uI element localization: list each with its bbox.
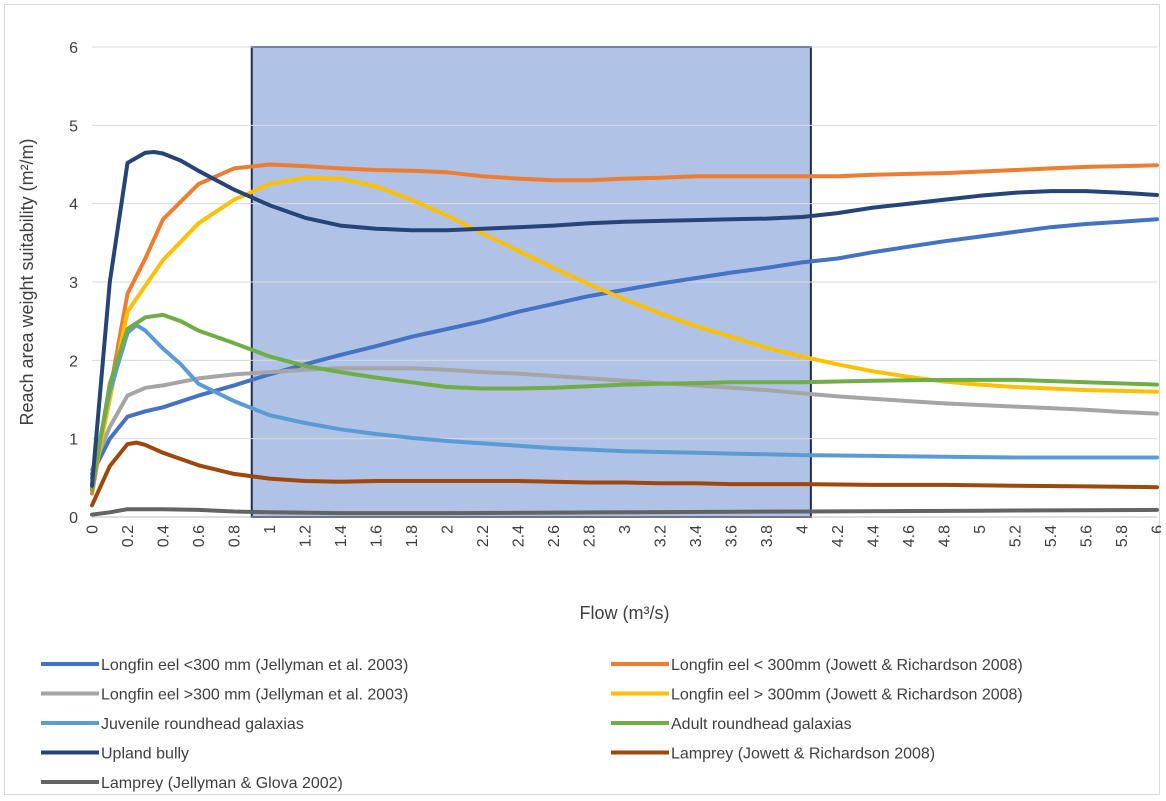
x-tick-label: 4 <box>795 525 812 534</box>
x-tick-label: 0.6 <box>191 525 208 547</box>
y-tick-label: 6 <box>69 40 78 57</box>
legend-label: Longfin eel > 300mm (Jowett & Richardson… <box>671 687 1023 704</box>
y-tick-label: 5 <box>69 118 78 135</box>
x-tick-label: 6 <box>1150 525 1161 534</box>
x-tick-label: 1.4 <box>333 525 350 547</box>
y-tick-label: 3 <box>69 275 78 292</box>
x-tick-label: 4.2 <box>830 525 847 547</box>
tick-labels: 0 1 2 3 4 5 6 0 0.2 0.4 0.6 0.8 1 1.2 1.4 1.6 1.8 2 2.2 2.4… <box>69 40 1161 547</box>
y-tick-label: 4 <box>69 197 78 214</box>
x-tick-label: 2.4 <box>511 525 528 547</box>
x-tick-label: 1.8 <box>404 525 421 547</box>
x-tick-label: 3.6 <box>724 525 741 547</box>
legend-label: Lamprey (Jellyman & Glova 2002) <box>101 775 343 792</box>
legend-entry: Longfin eel < 300mm (Jowett & Richardson… <box>611 657 1023 674</box>
series-line-4 <box>90 175 1159 488</box>
x-tick-label: 3 <box>617 525 634 534</box>
x-tick-label: 1.2 <box>298 525 315 547</box>
y-tick-label: 2 <box>69 353 78 370</box>
legend: Longfin eel <300 mm (Jellyman et al. 200… <box>41 657 1023 792</box>
x-tick-label: 3.2 <box>653 525 670 547</box>
line-chart: 0 1 2 3 4 5 6 0 0.2 0.4 0.6 0.8 1 1.2 1.4 1.6 1.8 2 2.2 2.4… <box>17 40 1161 792</box>
series-line-7 <box>90 150 1159 488</box>
x-tick-label: 5.6 <box>1079 525 1096 547</box>
series-line-5 <box>90 323 1159 480</box>
x-tick-label: 0.8 <box>227 525 244 547</box>
series-line-9 <box>90 507 1159 517</box>
series-line-8 <box>90 440 1159 508</box>
x-tick-label: 0 <box>85 525 102 534</box>
legend-label: Juvenile roundhead galaxias <box>101 716 304 733</box>
x-tick-label: 5.4 <box>1043 525 1060 547</box>
x-tick-label: 5 <box>972 525 989 534</box>
x-tick-label: 4.4 <box>866 525 883 547</box>
legend-entry: Adult roundhead galaxias <box>611 716 852 733</box>
x-tick-label: 4.6 <box>901 525 918 547</box>
x-tick-label: 5.2 <box>1008 525 1025 547</box>
series-line-3 <box>90 366 1159 472</box>
legend-label: Longfin eel <300 mm (Jellyman et al. 200… <box>101 657 408 674</box>
x-tick-label: 3.8 <box>759 525 776 547</box>
legend-label: Upland bully <box>101 746 189 763</box>
legend-label: Lamprey (Jowett & Richardson 2008) <box>671 746 935 763</box>
series-line-6 <box>90 312 1159 492</box>
x-tick-label: 5.8 <box>1114 525 1131 547</box>
legend-entry: Longfin eel <300 mm (Jellyman et al. 200… <box>41 657 408 674</box>
x-tick-label: 2.2 <box>475 525 492 547</box>
legend-entry: Upland bully <box>41 746 189 763</box>
x-tick-label: 4.8 <box>937 525 954 547</box>
x-tick-label: 2.8 <box>582 525 599 547</box>
y-tick-label: 1 <box>69 432 78 449</box>
x-tick-label: 2.6 <box>546 525 563 547</box>
y-axis-title: Reach area weight suitability (m²/m) <box>17 138 37 425</box>
legend-entry: Longfin eel > 300mm (Jowett & Richardson… <box>611 687 1023 704</box>
y-tick-label: 0 <box>69 510 78 527</box>
chart-frame: 0 1 2 3 4 5 6 0 0.2 0.4 0.6 0.8 1 1.2 1.4 1.6 1.8 2 2.2 2.4… <box>4 4 1161 795</box>
legend-entry: Lamprey (Jowett & Richardson 2008) <box>611 746 935 763</box>
legend-label: Longfin eel >300 mm (Jellyman et al. 200… <box>101 687 408 704</box>
x-axis-title: Flow (m³/s) <box>580 603 670 623</box>
x-tick-label: 3.4 <box>688 525 705 547</box>
x-tick-label: 0.2 <box>120 525 137 547</box>
series-line-1 <box>90 217 1159 476</box>
legend-entry: Juvenile roundhead galaxias <box>41 716 304 733</box>
x-tick-label: 0.4 <box>156 525 173 547</box>
gridlines <box>92 46 1157 440</box>
x-tick-label: 1 <box>262 525 279 534</box>
series-lines <box>90 150 1159 517</box>
legend-entry: Lamprey (Jellyman & Glova 2002) <box>41 775 343 792</box>
x-tick-label: 1.6 <box>369 525 386 547</box>
legend-label: Longfin eel < 300mm (Jowett & Richardson… <box>671 657 1023 674</box>
x-tick-label: 2 <box>440 525 457 534</box>
legend-entry: Longfin eel >300 mm (Jellyman et al. 200… <box>41 687 408 704</box>
legend-label: Adult roundhead galaxias <box>671 716 852 733</box>
